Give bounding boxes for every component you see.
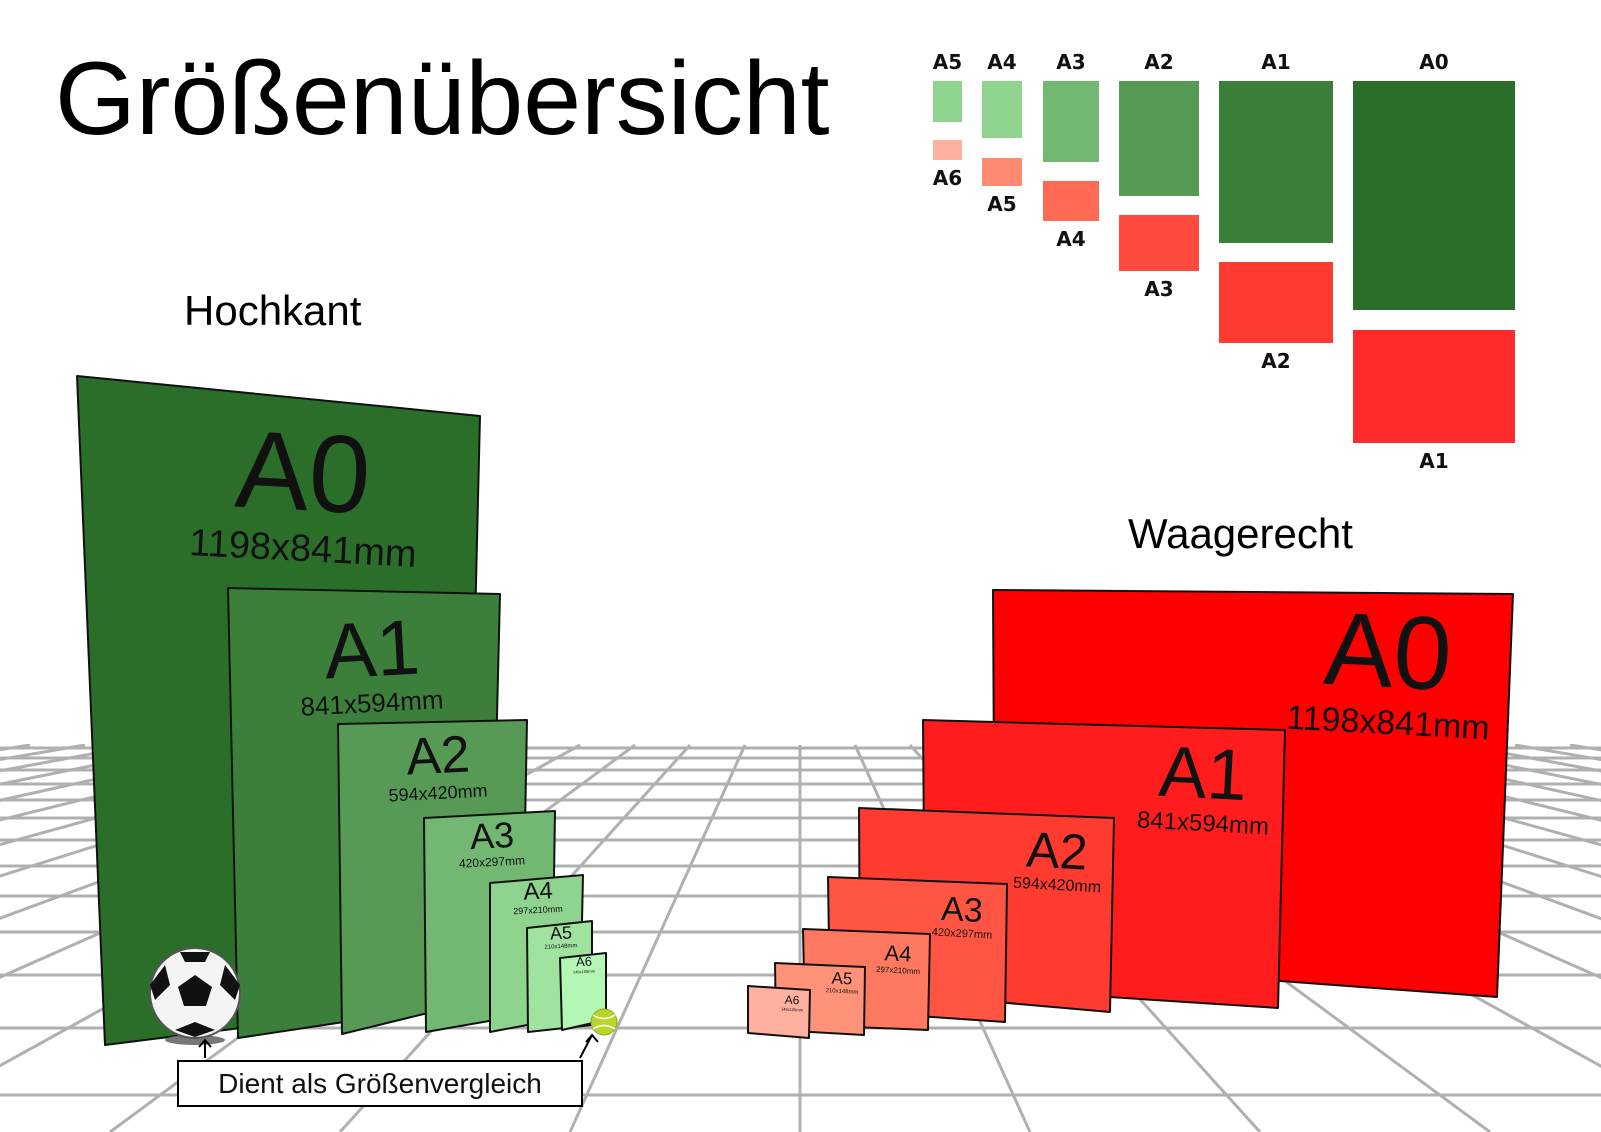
overview-top-label: A1	[1261, 50, 1291, 74]
overview-landscape-rect	[1353, 330, 1515, 443]
landscape-sheet-name: A6	[784, 992, 800, 1008]
overview-bottom-label: A2	[1261, 349, 1291, 373]
portrait-sheet-name: A4	[522, 877, 554, 906]
portrait-sheet-size: 420x297mm	[458, 853, 526, 871]
portrait-sheet-name: A2	[404, 725, 472, 787]
overview-top-label: A4	[987, 50, 1017, 74]
page-title: Größenübersicht	[55, 41, 830, 157]
soccer-ball-icon	[149, 947, 241, 1045]
overview-bottom-label: A5	[987, 192, 1017, 216]
overview-portrait-rect	[1353, 81, 1515, 310]
portrait-heading: Hochkant	[184, 287, 362, 334]
portrait-sheet-name: A3	[468, 813, 516, 858]
grid-line	[568, 744, 747, 1132]
overview-bottom-label: A6	[932, 166, 963, 190]
overview-bottom-label: A1	[1419, 449, 1449, 473]
overview-top-label: A5	[932, 50, 963, 74]
overview-portrait-rect	[933, 81, 962, 122]
portrait-sheet-size: 841x594mm	[299, 684, 445, 722]
portrait-sheet-name: A0	[232, 407, 374, 538]
overview-bottom-label: A4	[1056, 227, 1086, 251]
portrait-sheet-name: A1	[322, 602, 422, 696]
portrait-sheet-name: A5	[549, 922, 573, 944]
grid-line	[1294, 743, 1601, 822]
landscape-sheet-name: A4	[883, 940, 913, 967]
overview-portrait-rect	[982, 81, 1022, 138]
overview-portrait-rect	[1043, 81, 1099, 162]
portrait-sheet-name: A6	[575, 953, 593, 970]
overview-landscape-rect	[1119, 215, 1199, 271]
overview-landscape-rect	[933, 140, 962, 160]
grid-line	[0, 743, 306, 822]
landscape-sheet-name: A2	[1024, 821, 1090, 881]
overview-bottom-label: A3	[1144, 277, 1174, 301]
portrait-sheet-size: 594x420mm	[388, 780, 488, 806]
overview-landscape-rect	[1043, 181, 1099, 221]
landscape-heading: Waagerecht	[1128, 510, 1353, 557]
overview-landscape-rect	[1219, 262, 1333, 343]
overview-portrait-rect	[1119, 81, 1199, 196]
overview-top-label: A2	[1144, 50, 1174, 74]
tennis-ball-icon	[590, 1008, 618, 1036]
landscape-sheet-name: A5	[831, 968, 853, 989]
arrow-icon	[579, 1033, 599, 1059]
arrow-icon	[198, 1038, 212, 1058]
landscape-sheet-name: A0	[1321, 590, 1455, 714]
overview-top-label: A0	[1419, 50, 1449, 74]
overview-portrait-rect	[1219, 81, 1333, 243]
comparison-caption: Dient als Größenvergleich	[177, 1060, 583, 1107]
landscape-sheet-name: A3	[940, 889, 984, 931]
landscape-sheet-a6	[747, 985, 811, 1039]
landscape-sheet-name: A1	[1156, 731, 1250, 817]
overview-landscape-rect	[982, 158, 1022, 186]
overview-top-label: A3	[1056, 50, 1086, 74]
